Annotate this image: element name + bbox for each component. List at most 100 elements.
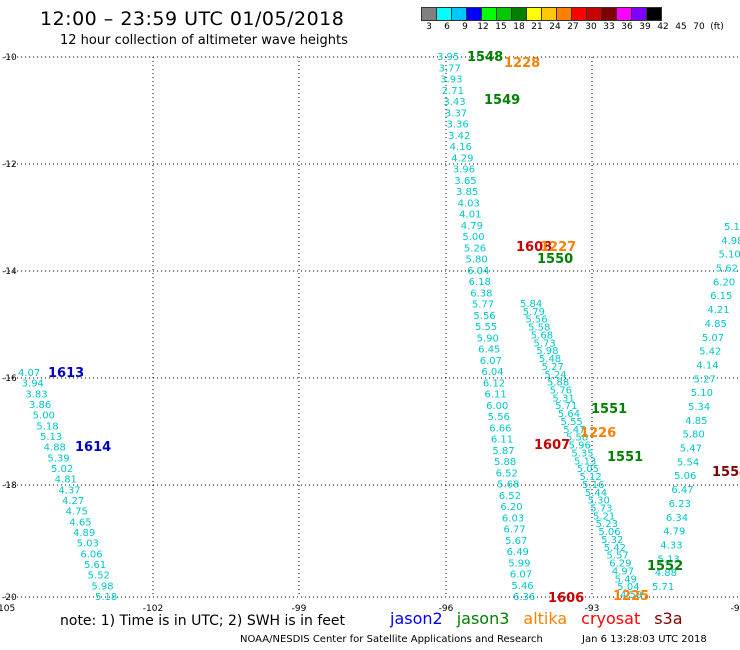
swh-value: 3.86 <box>29 400 51 411</box>
timestamp-text: Jan 6 13:28:03 UTC 2018 <box>582 634 707 645</box>
lat-label: -20 <box>2 593 17 603</box>
scale-swatch <box>601 7 617 21</box>
lon-label: -96 <box>439 604 454 614</box>
scale-swatch <box>571 7 587 21</box>
swh-value: 5.68 <box>497 480 519 491</box>
pass-time-label: 1228 <box>504 56 540 71</box>
swh-value: 5.10 <box>691 388 713 399</box>
lat-label: -14 <box>2 267 17 277</box>
swh-value: 5.57 <box>606 551 628 562</box>
swh-value: 4.79 <box>663 527 685 538</box>
scale-swatch <box>421 7 437 21</box>
lon-label: -105 <box>0 604 15 614</box>
swh-value: 5.44 <box>585 488 607 499</box>
swh-value: 5.24 <box>544 370 566 381</box>
swh-value: 6.52 <box>496 468 518 479</box>
scale-label: 42 <box>657 22 669 32</box>
pass-time-label: 1548 <box>467 50 503 65</box>
swh-value: 5.21 <box>593 511 615 522</box>
swh-value: 3.36 <box>447 120 469 131</box>
pass-time-label: 1227 <box>540 240 576 255</box>
pass-time-label: 1550 <box>537 252 573 267</box>
swh-value: 6.20 <box>713 277 735 288</box>
pass-time-label: 1552 <box>647 559 683 574</box>
scale-label: 18 <box>513 22 525 32</box>
swh-value: 5.27 <box>542 362 564 373</box>
swh-value: 5.96 <box>569 441 591 452</box>
swh-value: 5.56 <box>473 311 495 322</box>
swh-value: 4.89 <box>73 528 95 539</box>
scale-label: 70 <box>693 22 705 32</box>
swh-value: 4.33 <box>660 540 682 551</box>
swh-value: 6.34 <box>666 513 688 524</box>
swh-value: 5.61 <box>84 560 106 571</box>
swh-value: 5.39 <box>47 453 69 464</box>
swh-value: 4.03 <box>458 198 480 209</box>
scale-label: 21 <box>531 22 543 32</box>
scale-label: 30 <box>585 22 597 32</box>
swh-value: 5.02 <box>51 464 73 475</box>
swh-value: 4.75 <box>66 507 88 518</box>
swh-value: 6.11 <box>491 435 513 446</box>
swh-value: 5.71 <box>652 582 674 593</box>
swh-value: 5.16 <box>582 480 604 491</box>
swh-value: 6.20 <box>500 502 522 513</box>
swh-value: 4.97 <box>612 566 634 577</box>
scale-label: 3 <box>426 22 432 32</box>
swh-value: 4.07 <box>18 368 40 379</box>
swh-value: 4.81 <box>55 475 77 486</box>
pass-time-label: 1549 <box>484 93 520 108</box>
swh-value: 6.07 <box>510 570 532 581</box>
swh-value: 6.06 <box>80 549 102 560</box>
swh-value: 5.46 <box>511 581 533 592</box>
swh-value: 6.29 <box>609 559 631 570</box>
scale-label: 36 <box>621 22 633 32</box>
scale-label: 27 <box>567 22 579 32</box>
swh-value: 5.30 <box>588 496 610 507</box>
swh-value: 4.88 <box>655 568 677 579</box>
swh-value: 5.13 <box>574 456 596 467</box>
swh-value: 5.47 <box>680 444 702 455</box>
swh-value: 6.38 <box>470 288 492 299</box>
swh-value: 5.49 <box>615 574 637 585</box>
swh-value: 5.77 <box>472 300 494 311</box>
swh-value: 5.98 <box>536 346 558 357</box>
swh-value: 6.00 <box>486 401 508 412</box>
swh-value: 5.88 <box>547 378 569 389</box>
swh-value: 5.32 <box>601 535 623 546</box>
swh-value: 2.71 <box>442 86 464 97</box>
swh-value: 6.52 <box>499 491 521 502</box>
swh-value: 5.55 <box>475 322 497 333</box>
swh-value: 3.95 <box>437 52 459 63</box>
swh-value: 6.49 <box>507 547 529 558</box>
pass-time-label: 1551 <box>591 402 627 417</box>
swh-value: 5.55 <box>561 417 583 428</box>
swh-value: 5.88 <box>494 457 516 468</box>
swh-value: 6.07 <box>480 356 502 367</box>
lat-label: -12 <box>2 160 17 170</box>
scale-label: 39 <box>639 22 651 32</box>
swh-value: 5.18 <box>95 592 117 603</box>
swh-value: 3.96 <box>453 165 475 176</box>
swh-value: 6.12 <box>483 378 505 389</box>
map-grid <box>5 56 738 598</box>
scale-swatch <box>616 7 632 21</box>
swh-value: 3.94 <box>22 379 44 390</box>
swh-value: 6.23 <box>669 499 691 510</box>
swh-value: 5.58 <box>528 323 550 334</box>
scale-swatch <box>646 7 662 21</box>
color-scale <box>421 6 662 25</box>
scale-swatch <box>556 7 572 21</box>
scale-label: 24 <box>549 22 561 32</box>
swh-value: 4.85 <box>685 416 707 427</box>
swh-value: 5.64 <box>558 409 580 420</box>
swh-value: 4.14 <box>696 360 718 371</box>
swh-value: 5.62 <box>716 264 738 275</box>
swh-value: 5.35 <box>571 448 593 459</box>
swh-value: 5.99 <box>508 558 530 569</box>
legend-jason3: jason3 <box>456 609 510 628</box>
swh-value: 5.00 <box>462 232 484 243</box>
swh-value: 6.11 <box>485 390 507 401</box>
scale-swatch <box>481 7 497 21</box>
